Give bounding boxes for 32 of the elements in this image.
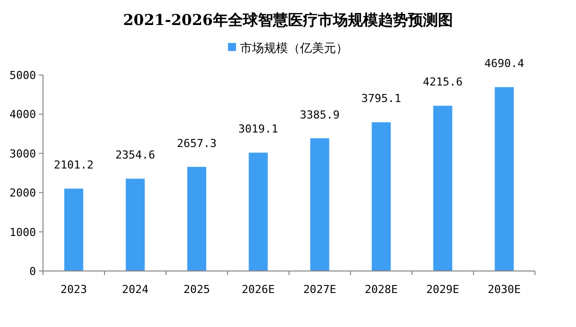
y-tick-label: 0 bbox=[29, 265, 36, 278]
x-tick-label: 2027E bbox=[303, 283, 336, 296]
y-tick-label: 4000 bbox=[10, 108, 36, 122]
x-tick-label: 2024 bbox=[122, 283, 149, 296]
data-label: 3385.9 bbox=[300, 108, 340, 122]
legend-label: 市场规模（亿美元） bbox=[240, 41, 348, 55]
data-label: 4215.6 bbox=[422, 76, 463, 89]
x-tick-label: 2030E bbox=[488, 283, 521, 296]
chart-title: 2021-2026年全球智慧医疗市场规模趋势预测图 bbox=[123, 11, 453, 29]
y-tick-label: 1000 bbox=[10, 226, 36, 239]
y-tick-label: 3000 bbox=[10, 147, 36, 160]
x-tick-label: 2029E bbox=[426, 283, 460, 296]
bar bbox=[126, 178, 145, 271]
bar bbox=[310, 138, 330, 271]
bar bbox=[372, 122, 391, 271]
bar bbox=[248, 152, 268, 271]
x-tick-label: 2026E bbox=[242, 283, 275, 296]
data-label: 3019.1 bbox=[238, 122, 278, 136]
data-label: 4690.4 bbox=[484, 57, 524, 70]
data-label: 2354.6 bbox=[115, 148, 156, 162]
x-tick-label: 2025 bbox=[184, 283, 210, 296]
bar bbox=[494, 87, 514, 271]
bar bbox=[64, 188, 84, 271]
data-label: 2101.2 bbox=[54, 158, 94, 172]
bar bbox=[433, 106, 452, 271]
data-label: 2657.3 bbox=[176, 136, 217, 150]
y-tick-label: 5000 bbox=[10, 69, 36, 82]
x-tick-label: 2023 bbox=[60, 283, 87, 296]
data-label: 3795.1 bbox=[361, 92, 402, 106]
bar bbox=[187, 166, 206, 271]
x-tick-label: 2028E bbox=[364, 283, 398, 296]
y-tick-label: 2000 bbox=[10, 186, 36, 200]
